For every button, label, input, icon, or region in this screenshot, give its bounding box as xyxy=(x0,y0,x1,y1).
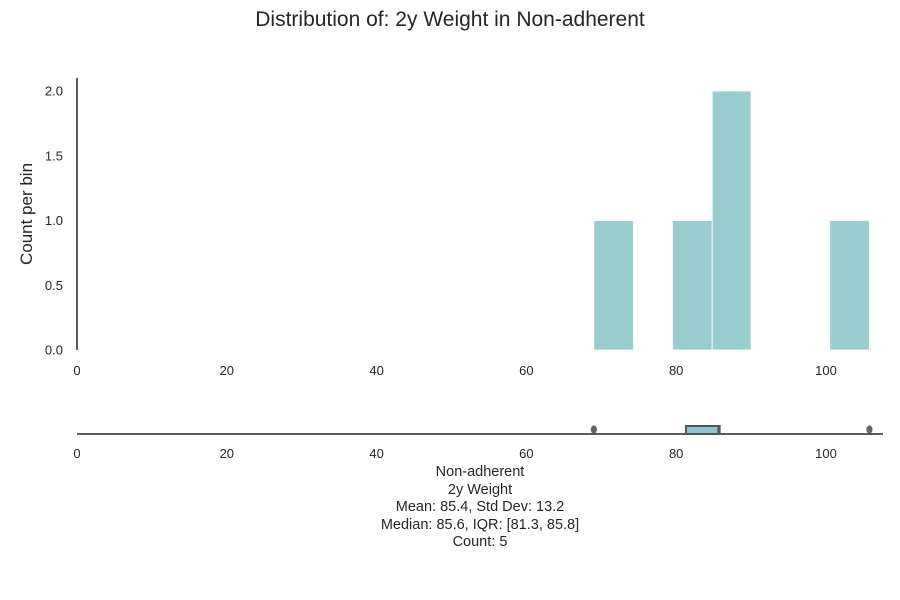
box-x-tick-label-0: 0 xyxy=(73,446,80,461)
y-tick-label-3: 1.5 xyxy=(45,148,63,163)
boxplot-marks xyxy=(590,425,873,435)
box-x-tick-label-1: 20 xyxy=(220,446,234,461)
boxplot-box xyxy=(684,425,721,435)
histogram-bar-2 xyxy=(672,220,713,351)
summary-group: Non-adherent xyxy=(435,464,525,480)
y-tick-label-4: 2.0 xyxy=(45,84,63,99)
histogram-x-ticks: 0 20 40 60 80 100 xyxy=(73,363,836,378)
histogram-y-axis-label: Count per bin xyxy=(17,163,36,265)
summary-count: Count: 5 xyxy=(452,534,508,550)
y-tick-label-2: 1.0 xyxy=(45,213,63,228)
box-x-tick-label-5: 100 xyxy=(815,446,837,461)
boxplot-outlier-1 xyxy=(866,425,873,434)
summary-median-iqr: Median: 85.6, IQR: [81.3, 85.8] xyxy=(380,516,580,533)
y-tick-label-1: 0.5 xyxy=(45,278,63,293)
hist-x-tick-label-5: 100 xyxy=(815,363,837,378)
summary-mean-std: Mean: 85.4, Std Dev: 13.2 xyxy=(395,499,565,515)
histogram-bar-3 xyxy=(711,90,752,351)
box-x-tick-label-4: 80 xyxy=(669,446,683,461)
histogram-bars xyxy=(593,90,870,351)
histogram-bar-6 xyxy=(829,220,870,351)
histogram-y-ticks: 0.0 0.5 1.0 1.5 2.0 xyxy=(45,84,63,358)
histogram-bar-0 xyxy=(593,220,634,351)
box-x-tick-label-3: 60 xyxy=(519,446,533,461)
summary-variable: 2y Weight xyxy=(447,481,513,498)
summary-stats: Non-adherent 2y Weight Mean: 85.4, Std D… xyxy=(280,464,680,552)
y-tick-label-0: 0.0 xyxy=(45,343,63,358)
hist-x-tick-label-1: 20 xyxy=(220,363,234,378)
hist-x-tick-label-2: 40 xyxy=(369,363,383,378)
hist-x-tick-label-0: 0 xyxy=(73,363,80,378)
hist-x-tick-label-3: 60 xyxy=(519,363,533,378)
boxplot-outlier-0 xyxy=(590,425,597,434)
box-x-tick-label-2: 40 xyxy=(369,446,383,461)
chart-title: Distribution of: 2y Weight in Non-adhere… xyxy=(255,8,645,31)
boxplot-x-ticks: 0 20 40 60 80 100 xyxy=(73,446,836,461)
hist-x-tick-label-4: 80 xyxy=(669,363,683,378)
